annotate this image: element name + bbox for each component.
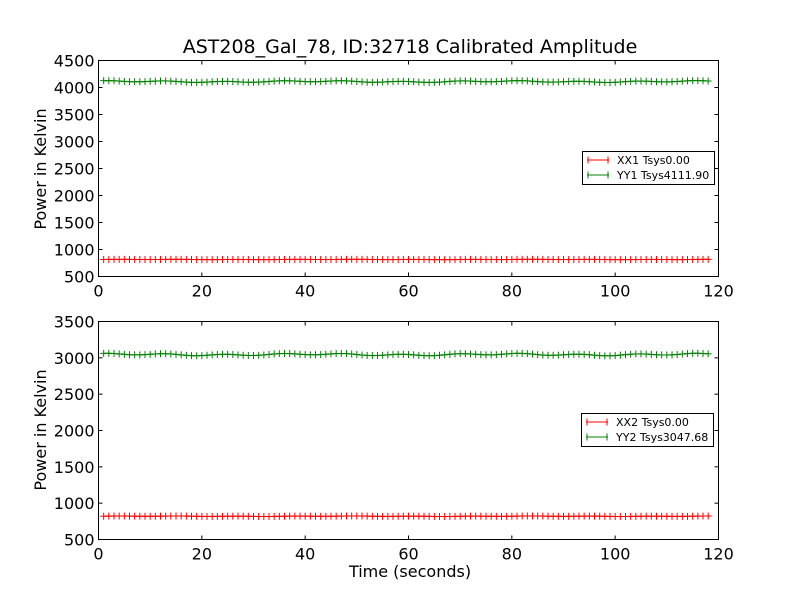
- data-point: [704, 77, 712, 85]
- y-tick-label: 3000: [54, 349, 95, 368]
- legend-entry: XX2 Tsys0.00: [586, 416, 689, 429]
- legend: XX1 Tsys0.00 YY1 Tsys4111.90: [582, 151, 715, 185]
- x-tick-label: 40: [295, 282, 315, 301]
- legend-box: [582, 151, 715, 185]
- x-tick-label: 20: [192, 545, 212, 564]
- legend-box: [581, 413, 714, 447]
- legend-label: XX2 Tsys0.00: [616, 416, 689, 429]
- x-tick-label: 120: [703, 282, 734, 301]
- data-point: [704, 255, 712, 263]
- y-axis-label: Power in Kelvin: [31, 108, 50, 229]
- y-tick-label: 500: [64, 268, 95, 287]
- x-tick-label: 80: [502, 282, 522, 301]
- y-axis-label: Power in Kelvin: [31, 369, 50, 490]
- y-tick-label: 1000: [54, 494, 95, 513]
- x-tick-label: 100: [600, 545, 631, 564]
- x-tick-label: 0: [93, 545, 103, 564]
- x-axis-label: Time (seconds): [348, 562, 471, 581]
- x-tick-label: 40: [295, 545, 315, 564]
- x-tick-label: 0: [93, 282, 103, 301]
- bottom-chart: Power in Kelvin Time (seconds) 0 20 40 60 80…: [31, 313, 734, 582]
- legend-entry: YY2 Tsys3047.68: [586, 431, 708, 444]
- x-tick-label: 60: [398, 545, 418, 564]
- y-tick-label: 3500: [54, 313, 95, 332]
- y-tick-label: 4000: [54, 79, 95, 98]
- y-tick-label: 2000: [54, 187, 95, 206]
- y-tick-label: 1500: [54, 458, 95, 477]
- y-tick-label: 3000: [54, 133, 95, 152]
- top-chart: AST208_Gal_78, ID:32718 Calibrated Ampli…: [31, 36, 734, 301]
- data-point: [353, 350, 361, 358]
- y-tick-label: 2500: [54, 385, 95, 404]
- plot-area-frame: [98, 60, 719, 277]
- data-point: [704, 512, 712, 520]
- y-tick-label: 4500: [54, 52, 95, 71]
- x-tick-label: 100: [600, 282, 631, 301]
- y-tick-label: 3500: [54, 106, 95, 125]
- y-tick-label: 1000: [54, 241, 95, 260]
- plot-area-frame: [98, 321, 719, 540]
- legend-label: YY2 Tsys3047.68: [615, 431, 708, 444]
- legend-label: XX1 Tsys0.00: [617, 154, 690, 167]
- data-point: [441, 351, 449, 359]
- x-tick-label: 60: [398, 282, 418, 301]
- chart-title: AST208_Gal_78, ID:32718 Calibrated Ampli…: [183, 36, 638, 58]
- legend: XX2 Tsys0.00 YY2 Tsys3047.68: [581, 413, 714, 447]
- data-point: [704, 350, 712, 358]
- legend-entry: YY1 Tsys4111.90: [587, 169, 709, 182]
- data-point: [172, 350, 180, 358]
- data-point: [260, 351, 268, 359]
- y-tick-label: 2500: [54, 160, 95, 179]
- y-tick-label: 2000: [54, 422, 95, 441]
- legend-label: YY1 Tsys4111.90: [616, 169, 709, 182]
- data-point: [529, 350, 536, 358]
- legend-entry: XX1 Tsys0.00: [587, 154, 690, 167]
- x-tick-label: 80: [502, 545, 522, 564]
- y-tick-label: 500: [64, 531, 95, 550]
- x-tick-label: 120: [703, 545, 734, 564]
- x-tick-label: 20: [192, 282, 212, 301]
- y-tick-label: 1500: [54, 214, 95, 233]
